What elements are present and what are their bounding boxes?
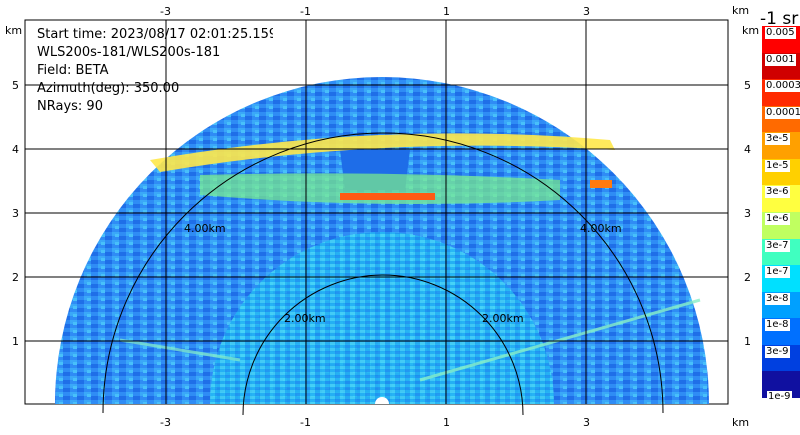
colorbar-label: 0.0003 [765,80,800,93]
x-unit-bottom: km [732,416,749,429]
scan-info: Start time: 2023/08/17 02:01:25.159 WLS2… [37,26,273,116]
colorbar-label: 0.0001 [765,106,800,119]
inner-sweep [210,232,554,404]
hotspot-right [590,180,612,188]
colorbar-label: 1e-6 [765,213,790,225]
grid [25,20,728,404]
x-tick-bottom: 1 [443,416,450,429]
colorbar-label: 1e-8 [765,319,790,332]
x-tick-top: -1 [300,5,311,18]
hotspot [340,193,435,200]
colorbar-label: 0.005 [765,27,796,39]
streak [419,298,701,382]
aerosol-layer [150,133,615,172]
y-tick-left: 4 [12,143,19,156]
y-unit-left: km [5,24,22,37]
ray-count: NRays: 90 [37,99,103,114]
instrument-name: WLS200s-181/WLS200s-181 [37,45,221,60]
colorbar-label: 3e-7 [765,239,790,252]
x-tick-top: 3 [583,5,590,18]
ring-label-4km-right: 4.00km [580,222,622,235]
origin-marker [375,397,389,404]
x-tick-top: 1 [443,5,450,18]
colorbar: 0.005 0.001 0.0003 0.0001 3e-5 1e-5 3e-6 1e-6 3e… [762,26,800,399]
y-tick-left: 2 [12,271,19,284]
colorbar-label: 3e-5 [765,133,790,146]
ring-label-4km-left: 4.00km [184,222,226,235]
y-tick-right: 4 [744,143,751,156]
x-tick-bottom: -3 [160,416,171,429]
colorbar-label: 1e-7 [765,266,790,279]
x-tick-bottom: 3 [583,416,590,429]
y-tick-right: 1 [744,335,751,348]
colorbar-label: 3e-9 [765,345,790,358]
y-tick-left: 5 [12,79,19,92]
colorbar-label: 0.001 [765,53,796,66]
azimuth: Azimuth(deg): 350.00 [37,81,180,96]
colorbar-title: -1 sr [760,9,799,29]
ring-label-2km-right: 2.00km [482,312,524,325]
streak [119,338,241,362]
x-tick-bottom: -1 [300,416,311,429]
range-ring-2km [242,274,524,416]
y-tick-right: 3 [744,207,751,220]
y-tick-right: 5 [744,79,751,92]
range-ring-4km [102,132,664,414]
x-tick-top: -3 [160,5,171,18]
aerosol-layer-inner [200,173,560,204]
field-name: Field: BETA [37,63,109,78]
y-unit-right: km [742,24,759,37]
colorbar-label-min: 1e-9 [767,391,792,403]
y-tick-right: 2 [744,271,751,284]
ring-label-2km-left: 2.00km [284,312,326,325]
start-time: Start time: 2023/08/17 02:01:25.159 [37,27,273,42]
y-tick-left: 1 [12,335,19,348]
y-tick-left: 3 [12,207,19,220]
colorbar-label: 1e-5 [765,159,790,172]
colorbar-label: 3e-6 [765,186,790,199]
colorbar-label: 3e-8 [765,292,790,305]
x-unit-top: km [732,4,749,17]
